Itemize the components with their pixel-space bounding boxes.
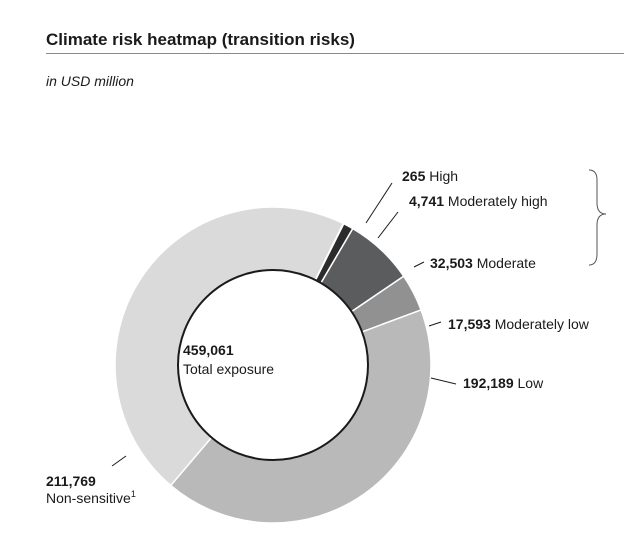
- label-category-moderate: Moderate: [473, 255, 536, 271]
- leader-line-moderate: [413, 261, 425, 268]
- leader-line-high: [365, 182, 393, 224]
- chart-title: Climate risk heatmap (transition risks): [46, 30, 355, 49]
- label-value-moderate: 32,503: [430, 255, 473, 271]
- label-category-text-non-sensitive: Non-sensitive: [46, 490, 131, 506]
- label-moderately-high: 4,741 Moderately high: [409, 193, 548, 209]
- label-value-moderately-high: 4,741: [409, 193, 444, 209]
- leader-line-moderately-low: [428, 321, 442, 327]
- label-value-high: 265: [402, 168, 426, 184]
- label-category-low: Low: [514, 375, 544, 391]
- title-divider: [46, 53, 624, 54]
- risk-group-bracket: [588, 169, 607, 266]
- label-category-non-sensitive: Non-sensitive1: [46, 489, 136, 506]
- footnote-marker: 1: [131, 489, 136, 499]
- label-moderate: 32,503 Moderate: [430, 255, 536, 271]
- label-value-low: 192,189: [463, 375, 514, 391]
- chart-subtitle: in USD million: [46, 73, 134, 89]
- label-category-high: High: [425, 168, 458, 184]
- total-exposure-label: Total exposure: [183, 361, 274, 377]
- leader-line-low: [430, 377, 457, 385]
- center-circle: [177, 269, 369, 461]
- label-category-moderately-low: Moderately low: [491, 316, 590, 332]
- label-high: 265 High: [402, 168, 458, 184]
- leader-line-moderately-high: [377, 211, 399, 239]
- label-moderately-low: 17,593 Moderately low: [448, 316, 590, 332]
- label-low: 192,189 Low: [463, 375, 544, 391]
- label-value-moderately-low: 17,593: [448, 316, 491, 332]
- slice-labels: 265 High 4,741 Moderately high 32,503 Mode…: [46, 168, 590, 506]
- label-category-moderately-high: Moderately high: [444, 193, 548, 209]
- leader-line-non-sensitive: [111, 455, 127, 467]
- total-exposure-value: 459,061: [183, 342, 234, 358]
- label-value-non-sensitive: 211,769: [46, 473, 96, 489]
